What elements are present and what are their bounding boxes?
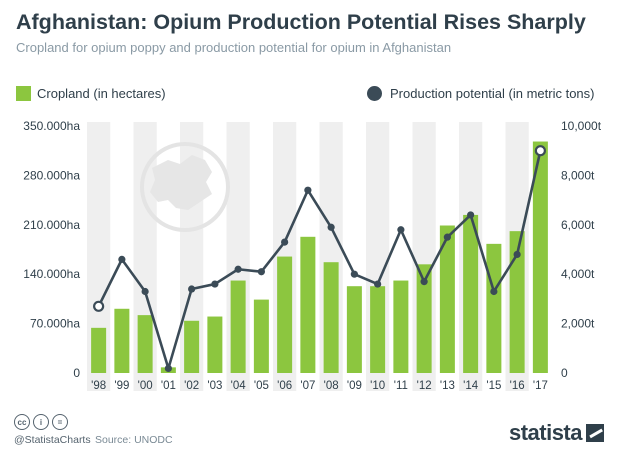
right-axis-tick-label: 4,000t: [561, 267, 595, 281]
line-point: [118, 255, 126, 263]
line-point: [420, 278, 428, 286]
line-point: [164, 364, 172, 373]
equals-icon: =: [52, 414, 68, 430]
bar: [184, 320, 200, 373]
x-axis-tick-label: '06: [277, 380, 292, 392]
line-point: [281, 238, 289, 246]
right-axis-tick-label: 6,000t: [561, 218, 595, 232]
chart-area: 0 70.000ha 140.000ha 210.000ha 280.000ha 350.…: [23, 119, 602, 392]
bar: [207, 316, 223, 373]
bar: [393, 280, 409, 373]
bar: [509, 231, 525, 373]
legend-cropland-label: Cropland (in hectares): [37, 86, 166, 101]
background-band: [87, 122, 111, 391]
line-point: [211, 280, 219, 288]
x-axis-tick-label: '17: [533, 380, 548, 392]
bar: [439, 225, 455, 373]
legend-production-label: Production potential (in metric tons): [390, 86, 595, 101]
bar: [416, 264, 432, 373]
line-point: [374, 280, 382, 288]
right-axis-tick-label: 10,000t: [561, 119, 602, 133]
x-axis-tick-label: '11: [394, 380, 408, 392]
line-point: [467, 211, 475, 219]
x-axis-tick-label: '08: [324, 380, 339, 392]
legend-bar-swatch: [16, 86, 31, 101]
bar: [253, 299, 269, 373]
line-point: [304, 186, 312, 194]
line-point: [397, 226, 405, 234]
bar: [300, 236, 316, 373]
statista-wordmark: statista: [508, 420, 583, 445]
bar: [532, 141, 548, 373]
production-line: [97, 150, 542, 370]
bar: [323, 262, 339, 373]
bar: [230, 280, 246, 373]
x-axis-tick-label: '10: [370, 380, 385, 392]
license-icons: cc i =: [14, 414, 68, 430]
legend-dot-swatch: [367, 86, 382, 101]
x-axis-tick-label: '99: [114, 380, 129, 392]
bar: [370, 286, 386, 373]
x-axis-tick-label: '07: [300, 380, 315, 392]
x-axis-tick-label: '04: [231, 380, 247, 392]
line-point: [490, 287, 498, 296]
line-series: [93, 145, 546, 373]
line-point: [93, 300, 105, 312]
source-note: Source: UNODC: [95, 434, 173, 446]
line-point: [443, 233, 451, 241]
legend-production: Production potential (in metric tons): [367, 86, 594, 101]
by-icon: i: [33, 414, 49, 430]
bar: [137, 315, 153, 373]
left-axis-tick-label: 280.000ha: [23, 168, 80, 182]
line-point: [141, 287, 149, 296]
line-point: [327, 223, 335, 231]
left-axis: 0 70.000ha 140.000ha 210.000ha 280.000ha 350.…: [23, 119, 80, 380]
line-point: [350, 270, 358, 278]
bar: [346, 286, 362, 373]
x-axis-tick-label: '98: [91, 380, 106, 392]
x-axis: '98 '99 '00 '01 '02 '03 '04 '05 '06 '07 '08 '09 '10 '…: [91, 380, 548, 392]
legend-cropland: Cropland (in hectares): [16, 86, 166, 101]
afghanistan-map-icon: [140, 142, 230, 232]
x-axis-tick-label: '13: [440, 380, 455, 392]
left-axis-tick-label: 0: [73, 366, 80, 380]
bar: [91, 327, 107, 373]
right-axis-tick-label: 2,000t: [561, 317, 595, 331]
right-axis-tick-label: 8,000t: [561, 168, 595, 182]
x-axis-tick-label: '03: [207, 380, 222, 392]
line-point: [188, 285, 196, 293]
line-point: [513, 250, 521, 259]
x-axis-tick-label: '05: [254, 380, 269, 392]
chart-title: Afghanistan: Opium Production Potential …: [16, 10, 586, 34]
line-point: [534, 145, 546, 157]
left-axis-tick-label: 210.000ha: [23, 218, 80, 232]
x-axis-tick-label: '00: [138, 380, 153, 392]
left-axis-tick-label: 70.000ha: [30, 317, 80, 331]
x-axis-tick-label: '14: [463, 380, 479, 392]
right-axis: 0 2,000t 4,000t 6,000t 8,000t 10,000t: [561, 119, 602, 380]
x-axis-tick-label: '01: [161, 380, 176, 392]
left-axis-tick-label: 140.000ha: [23, 267, 80, 281]
cc-icon: cc: [14, 414, 30, 430]
line-point: [257, 268, 265, 276]
x-axis-tick-label: '02: [184, 380, 199, 392]
x-axis-tick-label: '15: [486, 380, 501, 392]
bar: [114, 308, 130, 373]
line-point: [234, 265, 242, 273]
bar: [463, 214, 479, 373]
bar-series: [91, 141, 548, 373]
x-axis-tick-label: '12: [417, 380, 432, 392]
chart-subtitle: Cropland for opium poppy and production …: [16, 40, 452, 55]
bar: [486, 243, 502, 373]
x-axis-tick-label: '16: [510, 380, 525, 392]
statista-logo-icon: [586, 424, 604, 442]
bar: [277, 256, 293, 373]
statista-handle: @StatistaCharts: [14, 434, 91, 446]
x-axis-tick-label: '09: [347, 380, 362, 392]
statista-logo: statista: [509, 420, 604, 446]
left-axis-tick-label: 350.000ha: [23, 119, 80, 133]
right-axis-tick-label: 0: [561, 366, 568, 380]
